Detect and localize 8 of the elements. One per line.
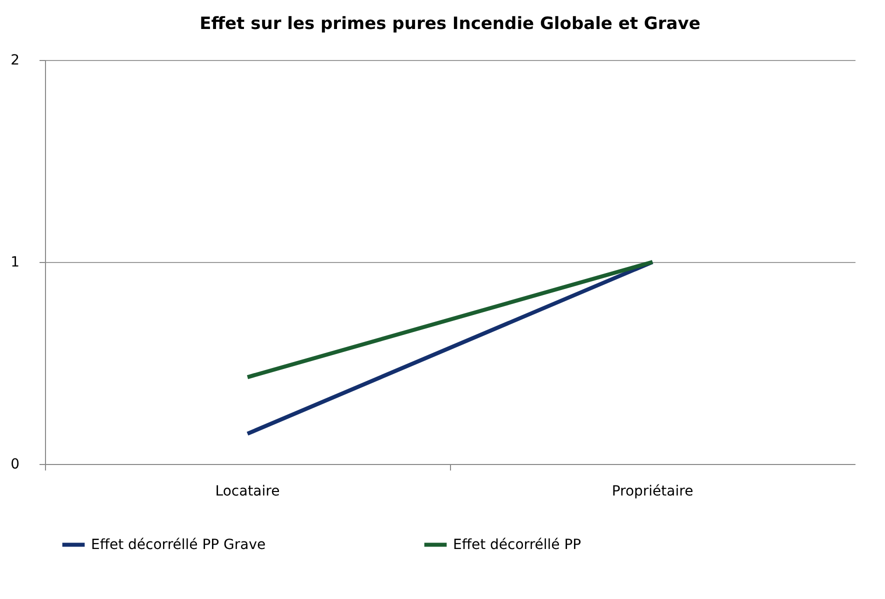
y-tick-label: 0 <box>10 456 20 472</box>
x-tick-label: Locataire <box>215 484 280 500</box>
legend-label: Effet décorréllé PP <box>453 536 582 553</box>
x-tick-label: Propriétaire <box>612 484 694 500</box>
chart-title: Effet sur les primes pures Incendie Globale et Grave <box>200 14 700 34</box>
y-tick-label: 2 <box>10 52 20 68</box>
legend-label: Effet décorréllé PP Grave <box>91 536 266 553</box>
y-tick-label: 1 <box>10 254 20 270</box>
